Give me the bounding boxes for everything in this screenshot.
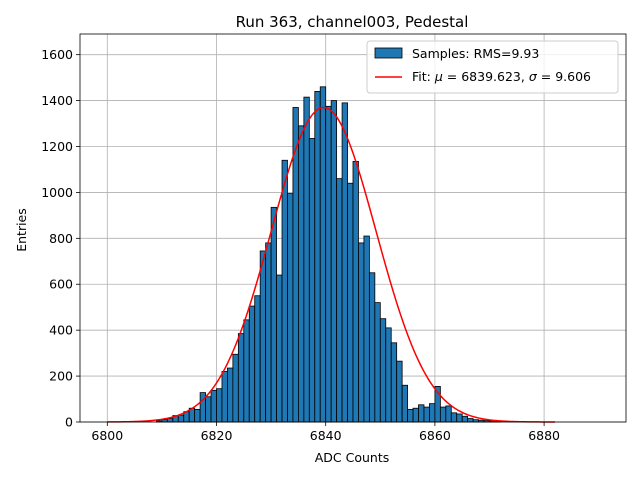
histogram-bar <box>429 403 436 423</box>
histogram-bar <box>439 406 447 423</box>
x-axis-label: ADC Counts <box>315 450 390 465</box>
x-tick-label: 6880 <box>528 428 560 443</box>
y-tick-label: 200 <box>49 369 73 384</box>
histogram-bar <box>336 178 343 423</box>
histogram-bar <box>379 318 387 423</box>
histogram-bar <box>456 413 463 423</box>
y-tick-label: 0 <box>65 415 73 430</box>
histogram-bar <box>287 193 294 423</box>
legend-fit-label: Fit: μ = 6839.623, σ = 9.606 <box>412 69 591 84</box>
histogram-bar <box>248 305 256 423</box>
histogram-bar <box>216 388 223 423</box>
histogram-bar <box>319 86 327 423</box>
histogram-bar <box>423 406 430 423</box>
histogram-bar <box>390 342 398 423</box>
histogram-bar <box>352 161 359 423</box>
histogram-bar <box>265 242 272 423</box>
legend-samples-label: Samples: RMS=9.93 <box>412 46 539 61</box>
histogram-bar <box>210 389 217 423</box>
x-tick-label: 6820 <box>201 428 233 443</box>
histogram-bar <box>166 418 174 423</box>
y-tick-label: 1200 <box>41 139 73 154</box>
histogram-bar <box>341 102 348 423</box>
x-tick-label: 6840 <box>310 428 342 443</box>
histogram-bar <box>308 138 316 423</box>
histogram-bar <box>297 125 305 423</box>
histogram-bar <box>194 408 201 423</box>
legend-box <box>366 40 619 94</box>
histogram-bar <box>276 274 283 423</box>
chart-title: Run 363, channel003, Pedestal <box>236 13 469 31</box>
histogram-bar <box>445 405 452 423</box>
histogram-bar <box>396 360 403 423</box>
histogram-bar <box>461 415 469 423</box>
histogram-bar <box>254 295 261 423</box>
x-tick-label: 6800 <box>91 428 123 443</box>
histogram-bar <box>401 384 409 423</box>
histogram-bar <box>358 242 365 423</box>
y-tick-label: 1000 <box>41 185 73 200</box>
histogram-bar <box>325 105 332 423</box>
plot-frame <box>79 33 627 423</box>
legend: Samples: RMS=9.93 Fit: μ = 6839.623, σ =… <box>366 40 619 94</box>
histogram-bar <box>177 414 185 423</box>
histogram-bar <box>205 396 212 423</box>
histogram-bar <box>303 96 310 423</box>
y-tick-label: 600 <box>49 277 73 292</box>
histogram-bar <box>347 182 354 423</box>
histogram-bar <box>314 90 321 423</box>
histogram-bar <box>407 408 414 423</box>
histogram-bar <box>363 235 370 423</box>
histogram-bar <box>385 327 392 423</box>
fit-curve-layer <box>107 106 556 423</box>
x-tick-label: 6860 <box>419 428 451 443</box>
x-axis-ticks: 6800 6820 6840 6860 6880 <box>91 422 560 443</box>
histogram-bar <box>450 412 458 423</box>
histogram-bar <box>259 250 267 423</box>
histogram-bar <box>237 333 245 423</box>
y-tick-label: 800 <box>49 231 73 246</box>
histogram-bar <box>467 418 474 423</box>
histogram-bar <box>374 302 381 423</box>
histogram-bar <box>281 159 288 423</box>
histogram-bar <box>330 100 338 423</box>
histogram-bar <box>270 206 277 423</box>
histogram-bar <box>418 404 425 423</box>
y-axis-label: Entries <box>14 208 29 252</box>
histogram-bar <box>243 319 250 423</box>
histogram-bar <box>368 272 376 423</box>
legend-samples-swatch <box>374 47 403 59</box>
y-tick-label: 1400 <box>41 93 73 108</box>
y-axis-ticks: 0 200 400 600 800 1000 1200 1400 1600 <box>41 47 80 430</box>
histogram-bar <box>412 407 419 423</box>
y-tick-label: 1600 <box>41 47 73 62</box>
fit-curve <box>107 106 556 423</box>
y-tick-label: 400 <box>49 323 73 338</box>
histogram-bar <box>221 371 228 423</box>
histogram-bar <box>232 353 239 423</box>
histogram-bar <box>227 367 234 423</box>
